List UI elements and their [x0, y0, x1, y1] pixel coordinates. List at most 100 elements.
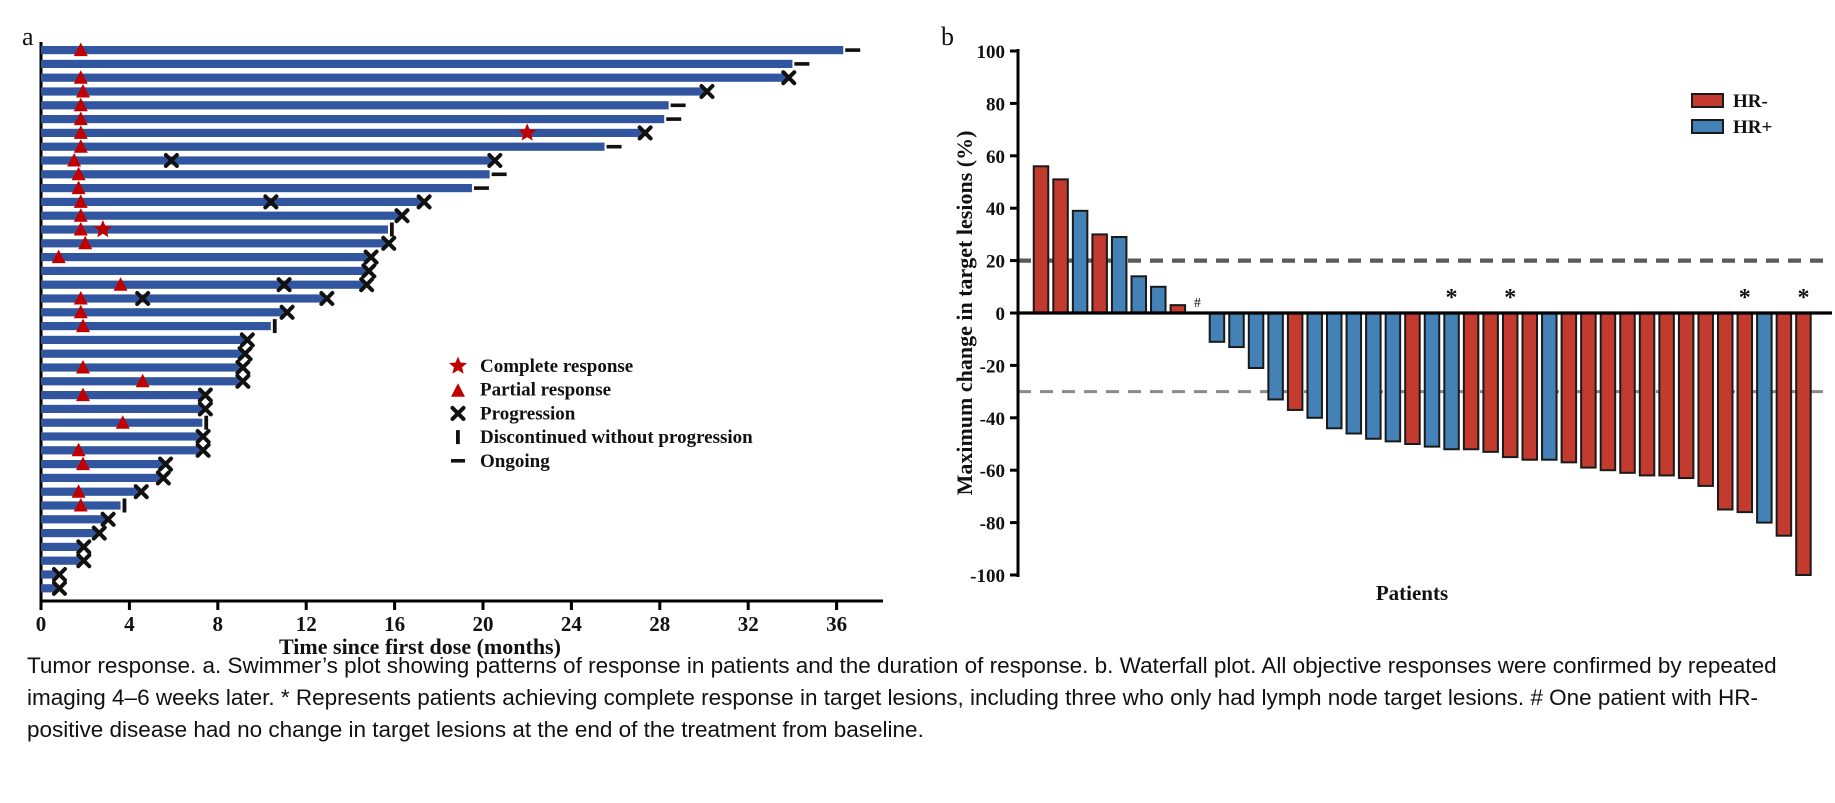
- partial-response-marker: [71, 484, 86, 498]
- legend-label: HR+: [1733, 117, 1772, 138]
- waterfall-bar-28: [1560, 312, 1578, 464]
- waterfall-bar-2: [1052, 178, 1069, 314]
- waterfall-bar-6: [1130, 275, 1147, 315]
- progression-marker: [276, 277, 292, 293]
- y-tick-label: -60: [980, 461, 1005, 482]
- waterfall-bar-32: [1638, 312, 1656, 477]
- swimmer-bar-3: [41, 73, 786, 82]
- swimmer-bar-8: [41, 142, 605, 151]
- progression-marker: [237, 346, 253, 362]
- waterfall-bar-33: [1658, 312, 1675, 477]
- complete-response-marker: [93, 220, 112, 238]
- waterfall-bar-18: [1365, 312, 1382, 440]
- progression-marker: [51, 567, 67, 582]
- progression-marker: [359, 277, 375, 293]
- progression-marker: [263, 194, 279, 210]
- swimmer-bar-19: [41, 294, 324, 303]
- waterfall-bar-19: [1384, 312, 1402, 443]
- partial-response-marker: [67, 153, 82, 167]
- partial-response-marker: [75, 387, 90, 402]
- partial-response-marker: [75, 456, 90, 471]
- progression-marker: [76, 539, 92, 555]
- swimmer-bar-32: [41, 473, 161, 482]
- complete-response-asterisk: *: [1797, 285, 1809, 311]
- x-tick-label: 12: [296, 612, 317, 636]
- swimmer-bar-5: [41, 101, 669, 110]
- waterfall-bar-21: [1423, 312, 1441, 448]
- y-tick-label: 100: [977, 42, 1006, 63]
- swimmer-bar-2: [41, 59, 793, 68]
- progression-marker: [279, 304, 295, 320]
- waterfall-bar-24: [1482, 312, 1499, 453]
- legend-swatch-HR+: [1691, 119, 1724, 134]
- ongoing-marker: [606, 144, 622, 149]
- progression-marker: [197, 387, 213, 403]
- swimmer-bar-30: [41, 446, 201, 455]
- panel-b-label: b: [941, 22, 954, 51]
- x-tick-label: 24: [561, 612, 583, 636]
- progression-marker: [197, 401, 213, 417]
- legend-label: Progression: [480, 403, 576, 424]
- progression-marker: [637, 125, 653, 141]
- ongoing-marker: [491, 172, 507, 177]
- legend-swatch-HR-: [1691, 93, 1724, 108]
- swimmer-bar-36: [41, 529, 97, 538]
- partial-response-marker: [71, 442, 86, 457]
- discontinued-legend-icon: [456, 430, 460, 445]
- partial-response-marker: [75, 318, 90, 333]
- progression-marker: [381, 235, 397, 251]
- swimmer-bar-1: [41, 46, 844, 55]
- progression-marker: [319, 291, 335, 306]
- x-tick-label: 32: [738, 612, 759, 636]
- swimmer-bar-9: [41, 156, 492, 165]
- y-tick-label: 60: [986, 147, 1005, 168]
- y-tick-label: -20: [980, 356, 1005, 377]
- swimmer-bar-21: [41, 322, 271, 331]
- progression-marker: [239, 332, 255, 348]
- complete-response-asterisk: *: [1739, 285, 1751, 311]
- partial-response-marker: [73, 304, 88, 319]
- partial-response-marker: [135, 373, 150, 388]
- swimmer-bar-7: [41, 128, 643, 137]
- ongoing-marker: [794, 62, 810, 66]
- waterfall-bar-25: [1501, 312, 1519, 459]
- swimmer-bar-22: [41, 335, 245, 344]
- y-tick-label: -100: [970, 566, 1005, 587]
- complete-response-asterisk: *: [1446, 285, 1458, 311]
- progression-marker: [450, 405, 466, 421]
- progression-marker: [100, 511, 116, 527]
- progression-marker: [155, 470, 171, 486]
- legend-label: Discontinued without progression: [480, 427, 753, 448]
- partial-response-marker: [78, 235, 93, 250]
- progression-marker: [135, 291, 151, 306]
- swimmer-bar-40: [41, 584, 57, 593]
- figure-caption: Tumor response. a. Swimmer’s plot showin…: [27, 653, 1777, 742]
- x-tick-label: 36: [826, 612, 847, 636]
- progression-marker: [195, 442, 211, 458]
- waterfall-bar-11: [1228, 312, 1245, 349]
- progression-marker: [163, 153, 179, 168]
- ongoing-marker: [845, 48, 861, 52]
- partial-response-marker: [73, 498, 88, 512]
- waterfall-bar-16: [1326, 312, 1343, 430]
- y-tick-label: 80: [986, 94, 1005, 115]
- legend-label: HR-: [1733, 91, 1768, 112]
- partial-response-marker: [73, 42, 88, 57]
- partial-response-marker: [75, 360, 90, 374]
- partial-response-marker: [113, 277, 128, 291]
- progression-marker: [51, 580, 67, 596]
- discontinued-marker: [272, 319, 277, 334]
- x-tick-label: 28: [649, 612, 670, 636]
- progression-marker: [91, 525, 107, 541]
- complete-response-asterisk: *: [1504, 285, 1516, 311]
- x-tick-label: 4: [124, 612, 135, 636]
- partial-response-marker: [73, 139, 88, 153]
- progression-marker: [781, 70, 797, 86]
- swimmer-plot: 0 4 8 12 16 20 24 28 32 36 Time since first dose (…: [36, 42, 883, 659]
- swimmer-bar-31: [41, 460, 163, 469]
- waterfall-bar-4: [1091, 233, 1108, 314]
- swimmer-bar-16: [41, 253, 369, 262]
- progression-marker: [76, 553, 92, 569]
- ongoing-legend-icon: [451, 459, 465, 463]
